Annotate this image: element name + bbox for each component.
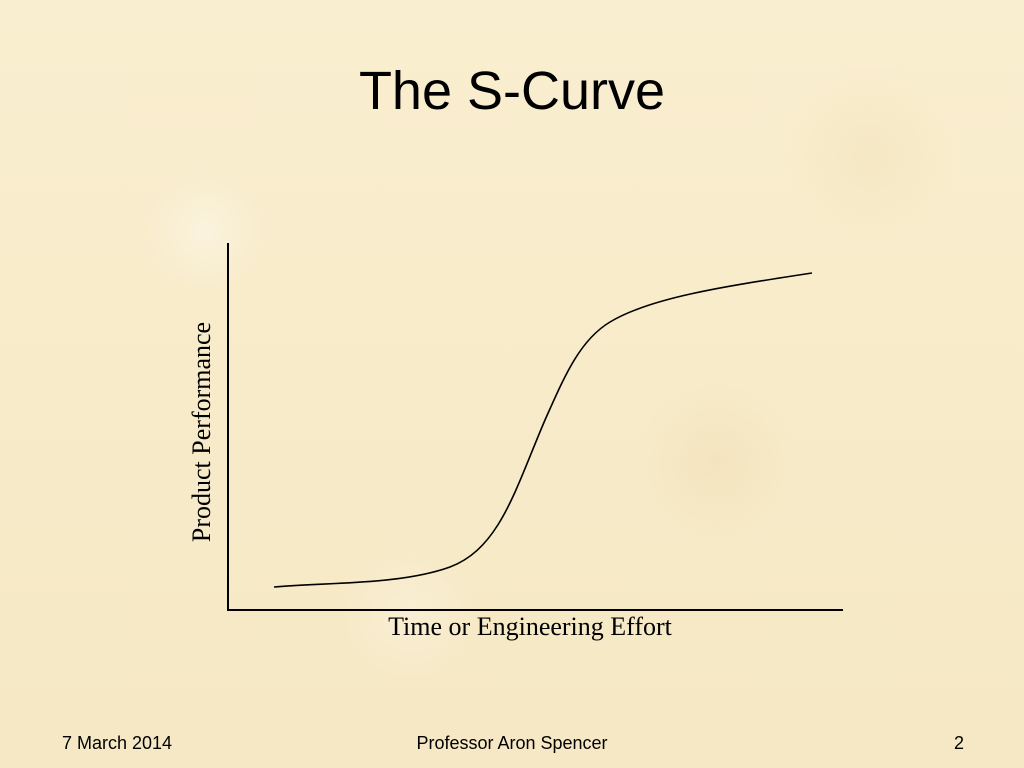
s-curve-line bbox=[273, 272, 813, 588]
y-axis-label: Product Performance bbox=[187, 321, 216, 543]
slide-title: The S-Curve bbox=[358, 61, 666, 121]
footer-date: 7 March 2014 bbox=[62, 733, 173, 753]
footer-author: Professor Aron Spencer bbox=[416, 733, 608, 753]
page-number: 2 bbox=[953, 733, 964, 753]
x-axis-label: Time or Engineering Effort bbox=[388, 612, 672, 641]
